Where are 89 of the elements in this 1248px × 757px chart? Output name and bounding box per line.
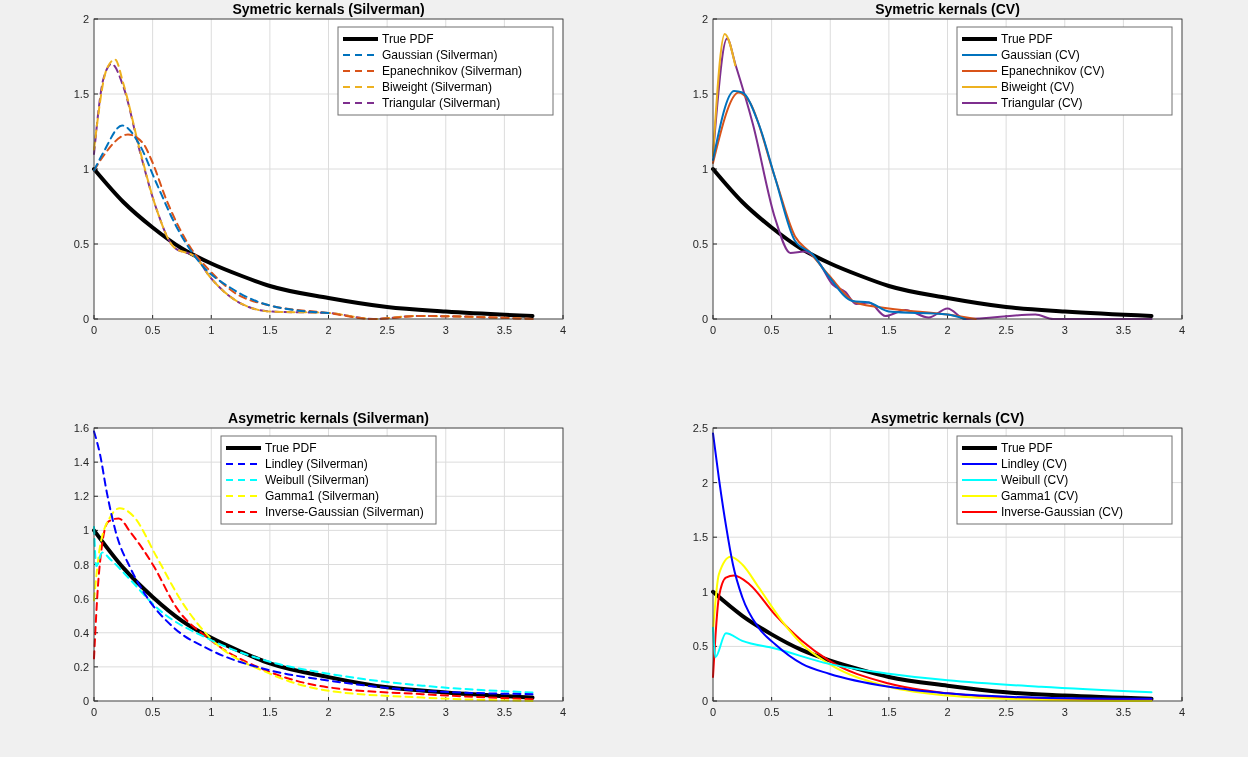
x-tick-label: 3 <box>442 324 449 336</box>
legend-label: Gaussian (Silverman) <box>382 48 498 62</box>
line-series <box>93 124 330 314</box>
x-tick-label: 4 <box>559 706 567 718</box>
legend-label: Lindley (CV) <box>1001 457 1068 471</box>
x-tick-label: 0 <box>709 706 717 718</box>
x-tick-label: 1.5 <box>881 324 897 336</box>
legend-label: Inverse-Gaussian (Silverman) <box>265 505 424 519</box>
y-tick-label: 1 <box>82 163 89 175</box>
x-tick-label: 1 <box>208 706 215 718</box>
legend-label: True PDF <box>1001 32 1053 46</box>
x-tick-label: 3.5 <box>1115 706 1132 718</box>
y-tick-label: 1.5 <box>692 531 708 544</box>
x-tick-label: 0 <box>90 324 98 336</box>
x-tick-label: 0.5 <box>144 324 161 336</box>
legend-label: Triangular (CV) <box>1001 96 1083 110</box>
y-tick-label: 1 <box>701 163 708 175</box>
legend-label: True PDF <box>1001 441 1053 455</box>
x-tick-label: 1.5 <box>262 706 278 718</box>
y-tick-label: 0.5 <box>692 238 708 250</box>
legend-label: True PDF <box>382 32 434 46</box>
x-tick-label: 3.5 <box>1115 324 1132 336</box>
chart-title: Asymetric kernals (CV) <box>870 410 1025 426</box>
x-tick-label: 3 <box>1061 706 1068 718</box>
x-tick-label: 2.5 <box>998 324 1014 336</box>
y-tick-label: 0.4 <box>73 626 89 639</box>
x-tick-label: 2.5 <box>379 324 395 336</box>
x-tick-label: 4 <box>559 324 567 336</box>
legend-label: Epanechnikov (Silverman) <box>382 64 523 78</box>
legend-label: Inverse-Gaussian (CV) <box>1001 505 1124 519</box>
y-tick-label: 1.5 <box>73 88 89 100</box>
x-tick-label: 0.5 <box>144 706 161 718</box>
x-tick-label: 2 <box>944 324 951 336</box>
x-tick-label: 2.5 <box>379 706 395 718</box>
x-tick-label: 0.5 <box>763 324 780 336</box>
y-tick-label: 2 <box>701 476 708 489</box>
x-tick-label: 3.5 <box>496 324 513 336</box>
y-tick-label: 1.6 <box>73 422 89 434</box>
y-tick-label: 2 <box>82 13 89 25</box>
x-tick-label: 2.5 <box>998 706 1014 718</box>
x-tick-label: 1.5 <box>881 706 897 718</box>
y-tick-label: 0.8 <box>73 558 89 571</box>
x-tick-label: 2 <box>325 706 332 718</box>
chart-title: Symetric kernals (CV) <box>875 1 1020 17</box>
chart-title: Symetric kernals (Silverman) <box>232 1 425 17</box>
legend-label: Triangular (Silverman) <box>382 96 501 110</box>
y-tick-label: 0.5 <box>73 238 89 250</box>
y-tick-label: 0 <box>82 313 89 325</box>
line-series <box>92 167 535 318</box>
y-tick-label: 0.5 <box>692 640 708 653</box>
y-tick-label: 0.6 <box>73 592 89 605</box>
y-tick-label: 1 <box>82 524 89 537</box>
y-tick-label: 1.4 <box>73 456 89 469</box>
x-tick-label: 1.5 <box>262 324 278 336</box>
x-tick-label: 0 <box>90 706 98 718</box>
y-tick-label: 0 <box>701 313 708 325</box>
legend-label: Gaussian (CV) <box>1001 48 1080 62</box>
legend-label: Weibull (CV) <box>1001 473 1069 487</box>
x-tick-label: 3 <box>1061 324 1068 336</box>
y-tick-label: 2.5 <box>692 422 708 434</box>
x-tick-label: 1 <box>827 324 834 336</box>
legend-label: Weibull (Silverman) <box>265 473 369 487</box>
x-tick-label: 4 <box>1178 324 1186 336</box>
y-tick-label: 1.2 <box>73 490 89 503</box>
legend-label: Gamma1 (Silverman) <box>265 489 380 503</box>
line-series <box>93 430 534 696</box>
y-tick-label: 0 <box>701 695 708 707</box>
legend-label: True PDF <box>265 441 317 455</box>
y-tick-label: 2 <box>701 13 708 25</box>
y-tick-label: 0.2 <box>73 660 89 673</box>
legend-label: Lindley (Silverman) <box>265 457 368 471</box>
x-tick-label: 0.5 <box>763 706 780 718</box>
x-tick-label: 3.5 <box>496 706 513 718</box>
x-tick-label: 0 <box>709 324 717 336</box>
x-tick-label: 2 <box>325 324 332 336</box>
x-tick-label: 2 <box>944 706 951 718</box>
legend-label: Biweight (CV) <box>1001 80 1075 94</box>
y-tick-label: 1 <box>701 585 708 598</box>
x-tick-label: 1 <box>827 706 834 718</box>
y-tick-label: 1.5 <box>692 88 708 100</box>
legend-label: Gamma1 (CV) <box>1001 489 1079 503</box>
y-tick-label: 0 <box>82 695 89 707</box>
line-series <box>711 167 1154 318</box>
legend-label: Epanechnikov (CV) <box>1001 64 1105 78</box>
chart-title: Asymetric kernals (Silverman) <box>228 410 429 426</box>
x-tick-label: 4 <box>1178 706 1186 718</box>
x-tick-label: 3 <box>442 706 449 718</box>
legend-label: Biweight (Silverman) <box>382 80 493 94</box>
x-tick-label: 1 <box>208 324 215 336</box>
